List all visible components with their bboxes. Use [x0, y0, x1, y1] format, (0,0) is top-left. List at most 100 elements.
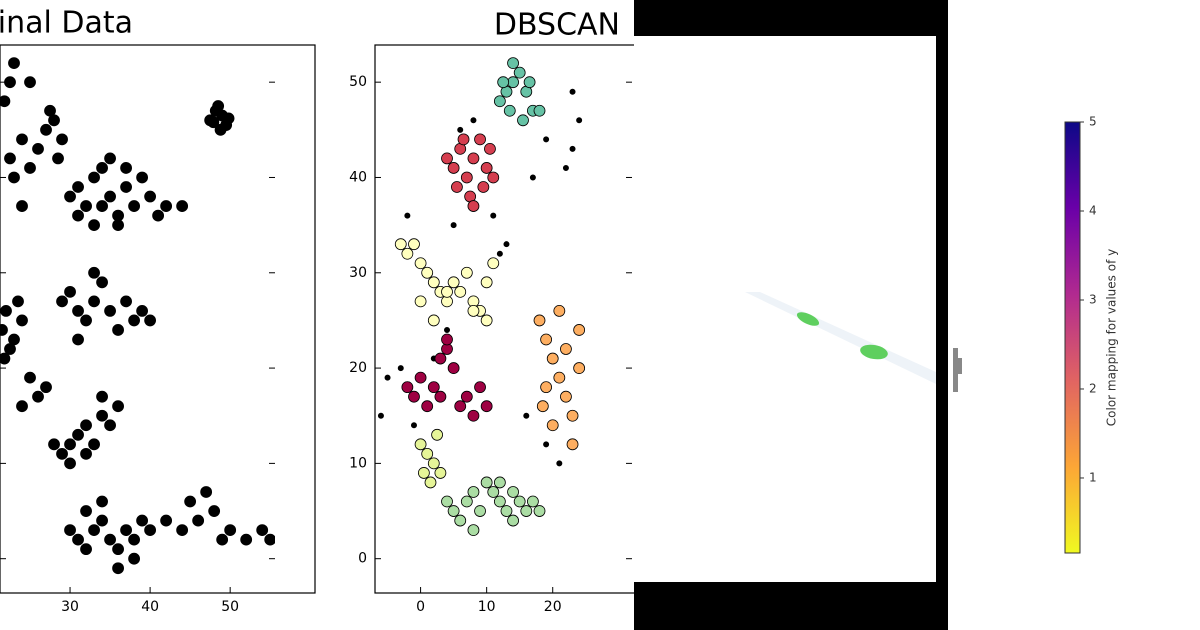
- point: [80, 419, 92, 432]
- points: [377, 57, 586, 536]
- point: [431, 428, 444, 441]
- y-tick-label: 40: [349, 169, 367, 185]
- point: [4, 76, 16, 89]
- point: [72, 304, 84, 317]
- point: [24, 371, 36, 384]
- point: [256, 524, 269, 536]
- point: [32, 142, 44, 155]
- x-tick-label: 20: [544, 599, 562, 615]
- point: [128, 533, 140, 546]
- point: [128, 200, 140, 212]
- point: [460, 390, 473, 403]
- point: [112, 219, 124, 232]
- point: [4, 152, 16, 165]
- y-tick-label: 50: [349, 74, 367, 90]
- point: [16, 314, 28, 327]
- point: [434, 467, 447, 479]
- point: [104, 190, 116, 203]
- point: [414, 438, 427, 451]
- point: [553, 371, 566, 384]
- point: [460, 495, 473, 508]
- point: [457, 133, 470, 146]
- point: [80, 543, 92, 556]
- point: [224, 524, 237, 536]
- point: [520, 505, 533, 517]
- point: [529, 174, 536, 181]
- point: [573, 362, 586, 374]
- point: [80, 505, 92, 517]
- point: [136, 171, 149, 184]
- point: [454, 285, 467, 298]
- point: [152, 209, 165, 222]
- colorbar-tick-label: 4: [1089, 203, 1097, 217]
- point: [207, 116, 220, 129]
- x-tick-label: 30: [61, 599, 79, 615]
- point: [460, 171, 473, 184]
- point: [16, 400, 28, 413]
- point: [0, 95, 11, 108]
- point: [104, 533, 116, 546]
- projection-plane: [745, 292, 936, 384]
- point: [264, 533, 275, 546]
- point: [401, 381, 414, 394]
- point: [72, 333, 84, 346]
- point: [447, 505, 460, 517]
- point: [487, 486, 500, 498]
- original-panel: 20304050Original Data: [0, 6, 316, 615]
- scroll-handle[interactable]: [953, 348, 962, 392]
- point: [176, 524, 189, 536]
- point: [441, 333, 453, 346]
- point: [16, 200, 28, 212]
- point: [484, 142, 496, 155]
- point: [417, 467, 430, 479]
- point: [451, 181, 463, 193]
- point: [427, 457, 440, 470]
- point: [176, 200, 189, 212]
- point: [414, 257, 427, 270]
- point: [517, 114, 529, 127]
- point: [526, 495, 539, 508]
- point: [467, 200, 480, 212]
- point: [493, 95, 506, 108]
- point: [72, 209, 84, 222]
- point: [32, 390, 44, 403]
- point: [441, 285, 453, 298]
- colorbar-label: Color mapping for values of y: [1105, 249, 1119, 426]
- point: [427, 381, 440, 394]
- point: [144, 190, 157, 203]
- point: [128, 314, 140, 327]
- point: [160, 514, 173, 527]
- y-tick-label: 20: [349, 360, 367, 376]
- point: [460, 266, 473, 279]
- point: [470, 117, 477, 124]
- x-tick-label: 10: [478, 599, 496, 615]
- point: [427, 314, 440, 327]
- point: [467, 304, 480, 317]
- point: [480, 276, 493, 289]
- points: [0, 57, 275, 575]
- point: [546, 419, 559, 432]
- point: [507, 76, 519, 89]
- point: [404, 212, 411, 219]
- point: [384, 374, 391, 381]
- point: [454, 514, 467, 527]
- point: [72, 533, 84, 546]
- point: [434, 390, 447, 403]
- point: [120, 181, 132, 193]
- point: [64, 190, 76, 203]
- point: [112, 562, 124, 575]
- point: [88, 524, 100, 536]
- point: [533, 505, 546, 517]
- point: [214, 123, 227, 136]
- point: [96, 495, 108, 508]
- point: [240, 533, 253, 546]
- point: [546, 352, 559, 365]
- point: [533, 314, 546, 327]
- colorbar-tick-label: 5: [1089, 115, 1097, 129]
- point: [513, 495, 526, 508]
- x-tick-label: 40: [141, 599, 159, 615]
- point: [80, 447, 92, 460]
- colorbar-tick-label: 3: [1089, 292, 1097, 306]
- colorbar-fill: [1064, 121, 1081, 554]
